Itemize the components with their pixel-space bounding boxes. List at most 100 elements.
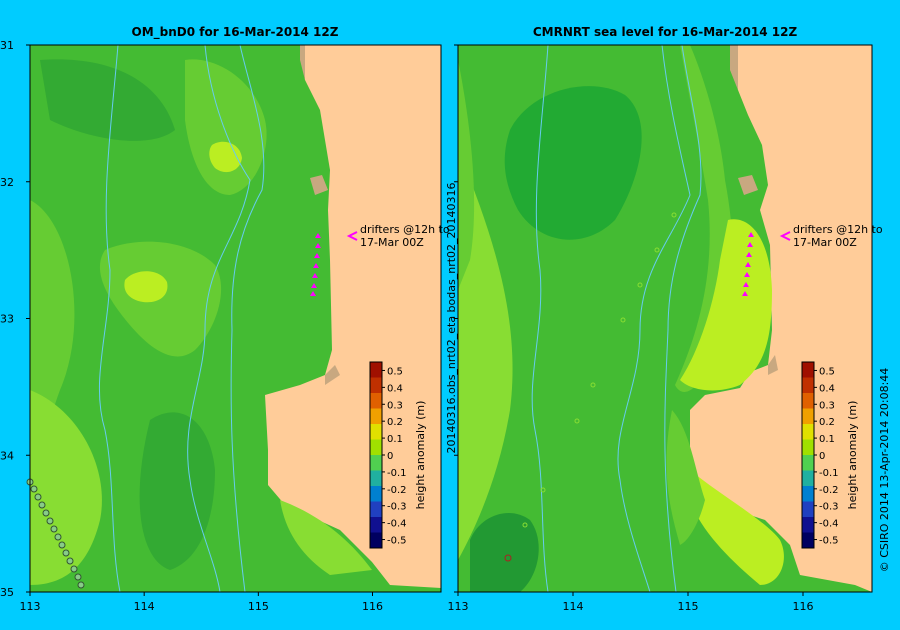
- left-eddy-mid: [99, 241, 222, 357]
- left-colorbar-band: [370, 470, 382, 487]
- right-colorbar-tick-label: 0: [819, 451, 825, 462]
- left-eddy-north-core: [209, 141, 242, 173]
- left-light-coastal-south: [280, 500, 372, 575]
- right-lon-label: 113: [448, 600, 469, 613]
- left-colorbar-band: [370, 532, 382, 549]
- right-colorbar-band: [802, 517, 814, 533]
- left-dark-patch-south: [139, 412, 215, 570]
- right-colorbar-tick-label: 0.3: [819, 400, 835, 411]
- left-colorbar-band: [370, 439, 382, 456]
- right-colorbar-tick-label: 0.4: [819, 383, 835, 394]
- left-colorbar: 0.5 0.4 0.3 0.2 0.1 0 -0.1 -0.2 -0.3 -0.4 -0.5: [369, 361, 407, 549]
- left-colorbar-tick-label: 0: [387, 451, 393, 462]
- right-vertical-credit-label: © CSIRO 2014 13-Apr-2014 20:08:44: [878, 368, 891, 573]
- left-drifter-arrow: [346, 231, 358, 241]
- right-bright-coastal-patch: [680, 219, 772, 391]
- right-colorbar-band: [802, 501, 814, 518]
- left-map-panel: OM_bnD0 for 16-Mar-2014 12Z: [0, 25, 450, 613]
- left-lat-label: -33: [0, 313, 14, 326]
- left-colorbar-tick-label: -0.5: [387, 536, 407, 547]
- right-coast-features: [730, 45, 778, 375]
- left-colorbar-label: height anomaly (m): [414, 401, 427, 510]
- right-axes-ticks: 113 114 115 116: [448, 44, 814, 613]
- right-colorbar-tick-label: -0.4: [819, 519, 839, 530]
- left-lon-label: 116: [362, 600, 383, 613]
- right-drifter-note-line1: drifters @12h to: [793, 223, 883, 236]
- right-small-circles: [522, 212, 677, 528]
- left-colorbar-tick-label: 0.1: [387, 434, 403, 445]
- left-panel-title: OM_bnD0 for 16-Mar-2014 12Z: [132, 25, 339, 40]
- left-eddy-mid-core: [124, 271, 168, 303]
- right-colorbar-band: [802, 486, 814, 502]
- left-colorbar-tick-label: -0.1: [387, 468, 407, 479]
- left-axes-ticks: 113 114 115 116 -31 -32 -33 -34 -35: [0, 39, 383, 613]
- right-dark-eddy-south: [470, 512, 539, 592]
- left-colorbar-tick-label: 0.2: [387, 417, 403, 428]
- right-colorbar-band: [802, 408, 814, 425]
- left-vertical-run-label: 20140316.obs_nrt02_eta bodas_nrt02_20140…: [445, 182, 458, 453]
- left-lon-label: 114: [134, 600, 155, 613]
- right-drifter-note-line2: 17-Mar 00Z: [793, 236, 857, 249]
- right-colorbar-label: height anomaly (m): [846, 401, 859, 510]
- left-drifter-note-line2: 17-Mar 00Z: [360, 236, 424, 249]
- left-colorbar-band: [370, 517, 382, 533]
- right-drifter-arrow: [779, 231, 791, 241]
- right-bright-coastal-south: [690, 470, 784, 585]
- left-colorbar-band: [370, 501, 382, 518]
- right-colorbar-band: [802, 424, 814, 440]
- right-colorbar-band: [802, 455, 814, 471]
- left-colorbar-tick-label: 0.5: [387, 366, 403, 377]
- left-colorbar-band: [370, 424, 382, 440]
- left-drifter-markers: [310, 233, 321, 296]
- right-colorbar-band: [802, 532, 814, 549]
- left-lat-label: -32: [0, 176, 14, 189]
- right-colorbar-tick-label: -0.1: [819, 468, 839, 479]
- right-colorbar-tick-label: -0.3: [819, 502, 839, 513]
- left-colorbar-tick-label: -0.2: [387, 485, 407, 496]
- right-map-panel: CMRNRT sea level for 16-Mar-2014 12Z: [448, 25, 883, 613]
- left-dark-patch-north: [40, 59, 175, 141]
- left-ocean: [30, 45, 441, 592]
- right-colorbar-tick-label: 0.1: [819, 434, 835, 445]
- right-mid-band-south: [666, 410, 705, 545]
- left-anomaly-field: [30, 45, 441, 592]
- left-eddy-north: [185, 59, 267, 196]
- right-lon-label: 114: [563, 600, 584, 613]
- left-colorbar-band: [370, 455, 382, 471]
- left-drifter-note-line1: drifters @12h to: [360, 223, 450, 236]
- right-colorbar-tick-label: 0.2: [819, 417, 835, 428]
- left-colorbar-tick-label: -0.3: [387, 502, 407, 513]
- left-light-band-southwest: [30, 390, 102, 585]
- right-dark-eddy: [504, 86, 642, 240]
- right-anomaly-field: [458, 45, 872, 592]
- right-colorbar-tick-label: -0.5: [819, 536, 839, 547]
- left-track-circles: [26, 478, 85, 589]
- left-colorbar-band: [370, 393, 382, 409]
- right-colorbar-band: [802, 393, 814, 409]
- left-colorbar-band: [370, 486, 382, 502]
- right-colorbar-tick-label: -0.2: [819, 485, 839, 496]
- right-red-marker: [504, 554, 512, 562]
- left-lon-label: 115: [248, 600, 269, 613]
- right-light-band-west: [458, 150, 513, 560]
- left-colorbar-band: [370, 377, 382, 394]
- right-panel-title: CMRNRT sea level for 16-Mar-2014 12Z: [533, 25, 798, 39]
- right-colorbar: 0.5 0.4 0.3 0.2 0.1 0 -0.1 -0.2 -0.3 -0.4 -0.5: [801, 361, 839, 549]
- right-colorbar-band: [802, 377, 814, 394]
- left-colorbar-band: [370, 362, 382, 378]
- left-isobaths: [98, 45, 265, 592]
- left-colorbar-band: [370, 408, 382, 425]
- left-lat-label: -31: [0, 39, 14, 52]
- left-lat-label: -35: [0, 586, 14, 599]
- right-drifter-markers: [742, 232, 754, 296]
- right-colorbar-band: [802, 362, 814, 378]
- left-colorbar-tick-label: 0.3: [387, 400, 403, 411]
- right-mid-band-west: [458, 60, 475, 290]
- left-lat-label: -34: [0, 449, 14, 462]
- right-lon-label: 115: [678, 600, 699, 613]
- right-isobaths: [531, 45, 702, 592]
- right-lon-label: 116: [793, 600, 814, 613]
- left-coast-features: [300, 45, 340, 385]
- right-colorbar-tick-label: 0.5: [819, 366, 835, 377]
